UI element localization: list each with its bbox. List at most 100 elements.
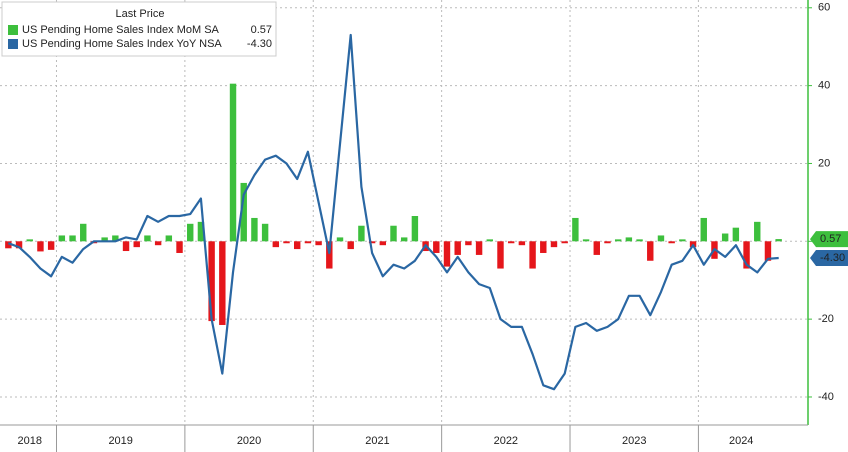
bar bbox=[261, 223, 269, 242]
bar bbox=[15, 241, 23, 249]
bar bbox=[550, 241, 558, 248]
line bbox=[7, 33, 779, 391]
bar bbox=[294, 241, 301, 250]
bar bbox=[208, 241, 215, 322]
bar bbox=[679, 239, 686, 242]
legend-box bbox=[1, 1, 277, 57]
legend-label: US Pending Home Sales Index YoY NSA bbox=[22, 38, 222, 50]
bar bbox=[400, 237, 408, 242]
bar bbox=[80, 223, 87, 242]
last-value-box bbox=[810, 231, 848, 248]
bar bbox=[540, 241, 547, 253]
bar bbox=[326, 241, 333, 269]
bar bbox=[561, 241, 568, 244]
y-tick-label: -40 bbox=[818, 391, 834, 403]
bar bbox=[433, 241, 440, 253]
bar bbox=[732, 227, 740, 242]
bar bbox=[187, 223, 194, 242]
bar bbox=[58, 235, 66, 242]
x-tick-label: 2024 bbox=[729, 435, 753, 447]
bar bbox=[197, 221, 205, 242]
bar bbox=[229, 83, 237, 242]
bar bbox=[529, 241, 536, 269]
bar bbox=[272, 241, 280, 248]
x-tick-label: 2019 bbox=[108, 435, 132, 447]
bar bbox=[454, 241, 461, 255]
bar bbox=[636, 239, 643, 242]
bar bbox=[154, 241, 162, 246]
bar bbox=[657, 235, 665, 242]
y-tick-label: -20 bbox=[818, 313, 834, 325]
bar bbox=[625, 237, 633, 242]
bar bbox=[497, 241, 504, 269]
x-tick-label: 2022 bbox=[494, 435, 518, 447]
y-tick-label: 40 bbox=[818, 80, 830, 92]
last-value-box bbox=[810, 250, 848, 267]
y-tick-label: 60 bbox=[818, 2, 830, 14]
bar bbox=[700, 217, 707, 242]
bar bbox=[219, 241, 226, 325]
bar bbox=[604, 241, 611, 244]
bar bbox=[486, 239, 493, 242]
bar bbox=[69, 235, 76, 242]
legend-value: 0.57 bbox=[251, 24, 272, 36]
bar bbox=[593, 241, 600, 255]
legend-swatch bbox=[8, 39, 18, 49]
bar bbox=[47, 241, 55, 250]
bar bbox=[240, 182, 247, 242]
bar bbox=[518, 241, 526, 246]
legend-label: US Pending Home Sales Index MoM SA bbox=[22, 24, 220, 36]
bar bbox=[347, 241, 354, 250]
legend-value: -4.30 bbox=[247, 38, 272, 50]
last-value-label: -4.30 bbox=[820, 252, 845, 264]
bar bbox=[133, 241, 140, 248]
bar bbox=[754, 221, 761, 242]
bar bbox=[668, 241, 675, 244]
bar bbox=[315, 241, 322, 246]
bar bbox=[165, 235, 173, 242]
bar bbox=[101, 237, 108, 242]
x-tick-label: 2020 bbox=[237, 435, 261, 447]
bar bbox=[614, 239, 622, 242]
bar bbox=[390, 225, 397, 242]
bar bbox=[336, 237, 344, 242]
bar bbox=[411, 216, 419, 242]
y-tick-label: 20 bbox=[818, 157, 830, 169]
bar bbox=[5, 241, 12, 249]
bar bbox=[775, 239, 782, 242]
bar bbox=[122, 241, 130, 252]
bar bbox=[144, 235, 151, 242]
bar bbox=[507, 241, 515, 244]
bar bbox=[112, 235, 119, 242]
bar bbox=[283, 241, 290, 244]
bar bbox=[764, 241, 772, 261]
x-tick-label: 2023 bbox=[622, 435, 646, 447]
grid bbox=[0, 0, 808, 425]
bar bbox=[26, 239, 33, 242]
bar bbox=[358, 225, 365, 242]
x-tick-label: 2021 bbox=[365, 435, 389, 447]
bar bbox=[647, 241, 654, 261]
bar bbox=[176, 241, 183, 253]
bar bbox=[721, 233, 729, 242]
bar bbox=[465, 241, 472, 246]
legend: Last Price US Pending Home Sales Index Mo… bbox=[1, 1, 277, 57]
bar bbox=[743, 241, 750, 269]
bar bbox=[572, 217, 579, 242]
bar bbox=[475, 241, 483, 255]
bar bbox=[379, 241, 387, 246]
bar bbox=[582, 239, 590, 242]
legend-swatch bbox=[8, 25, 18, 35]
bar bbox=[37, 241, 44, 252]
marks bbox=[5, 33, 782, 391]
legend-title: Last Price bbox=[116, 8, 165, 20]
x-tick-label: 2018 bbox=[18, 435, 42, 447]
bar bbox=[304, 241, 312, 244]
bar bbox=[368, 241, 376, 244]
bar bbox=[251, 217, 258, 242]
bar bbox=[443, 241, 451, 267]
last-value-label: 0.57 bbox=[820, 233, 841, 245]
